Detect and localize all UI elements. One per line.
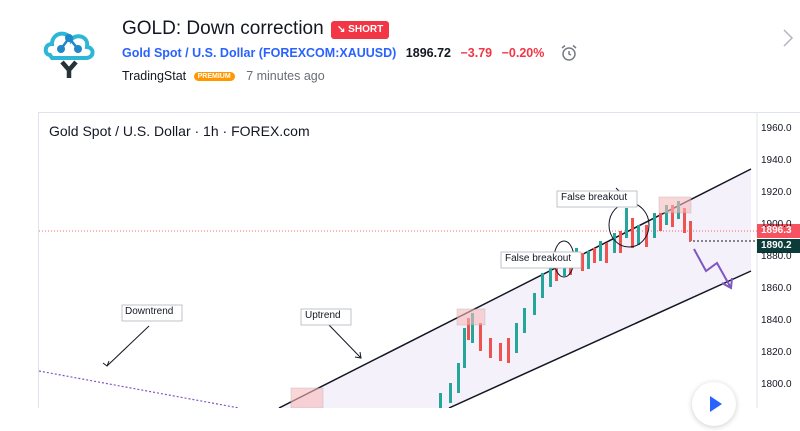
projection-arrow[interactable] (693, 248, 732, 289)
play-icon (710, 396, 722, 412)
chart-symbol-header[interactable]: Gold Spot / U.S. Dollar · 1h · FOREX.com (47, 123, 312, 139)
zone-box[interactable] (456, 308, 486, 326)
downtrend-label[interactable]: Downtrend (125, 306, 174, 317)
downtrend-line[interactable] (39, 370, 240, 408)
idea-header: GOLD: Down correction ↘ SHORT Gold Spot … (0, 0, 800, 100)
price-tick: 1920.0 (761, 187, 792, 198)
symbol-row: Gold Spot / U.S. Dollar (FOREXCOM:XAUUSD… (122, 46, 544, 60)
short-badge: ↘ SHORT (331, 21, 390, 39)
alarm-clock-icon[interactable] (560, 44, 578, 62)
current-price-badge (757, 224, 800, 238)
chart-area[interactable]: Gold Spot / U.S. Dollar · 1h · FOREX.com… (38, 112, 800, 408)
chart-canvas[interactable] (39, 113, 800, 408)
premium-badge: PREMIUM (193, 72, 235, 82)
short-badge-label: SHORT (348, 24, 384, 35)
current-price-badge-2 (757, 239, 800, 253)
uptrend-arrow (328, 324, 362, 359)
price-tick: 1860.0 (761, 283, 792, 294)
last-price: 1896.72 (405, 46, 451, 60)
uptrend-label[interactable]: Uptrend (305, 310, 341, 321)
published-time: 7 minutes ago (246, 69, 325, 83)
price-tick: 1940.0 (761, 155, 792, 166)
chevron-right-icon[interactable] (782, 28, 794, 48)
downtrend-arrow (106, 325, 150, 367)
tradingstat-logo-icon (43, 31, 95, 78)
price-tick: 1800.0 (761, 379, 792, 390)
price-change: −3.79 (460, 46, 493, 60)
price-tick: 1900.0 (761, 219, 792, 230)
price-tick: 1820.0 (761, 347, 792, 358)
zone-box[interactable] (290, 387, 324, 408)
arrow-down-right-icon: ↘ (337, 24, 346, 35)
channel-lower-line[interactable] (448, 270, 752, 408)
current-price-text: 1896.3 (761, 225, 792, 236)
price-change-percent: −0.20% (501, 46, 545, 60)
price-tick: 1880.0 (761, 251, 792, 262)
price-tick: 1840.0 (761, 315, 792, 326)
price-tick: 1960.0 (761, 123, 792, 134)
price-axis[interactable]: 1960.0 1940.0 1920.0 1900.0 1880.0 1860.… (761, 113, 800, 408)
false-breakout-label-2[interactable]: False breakout (561, 192, 628, 203)
current-price-text-2: 1890.2 (761, 240, 792, 251)
symbol-link[interactable]: Gold Spot / U.S. Dollar (FOREXCOM:XAUUSD… (122, 46, 397, 60)
false-breakout-label-1[interactable]: False breakout (505, 253, 572, 264)
idea-title: GOLD: Down correction (122, 18, 324, 39)
author-row: TradingStat PREMIUM 7 minutes ago (122, 69, 325, 83)
zone-box[interactable] (658, 196, 692, 214)
author-name[interactable]: TradingStat (122, 69, 187, 83)
play-button[interactable] (692, 382, 736, 426)
